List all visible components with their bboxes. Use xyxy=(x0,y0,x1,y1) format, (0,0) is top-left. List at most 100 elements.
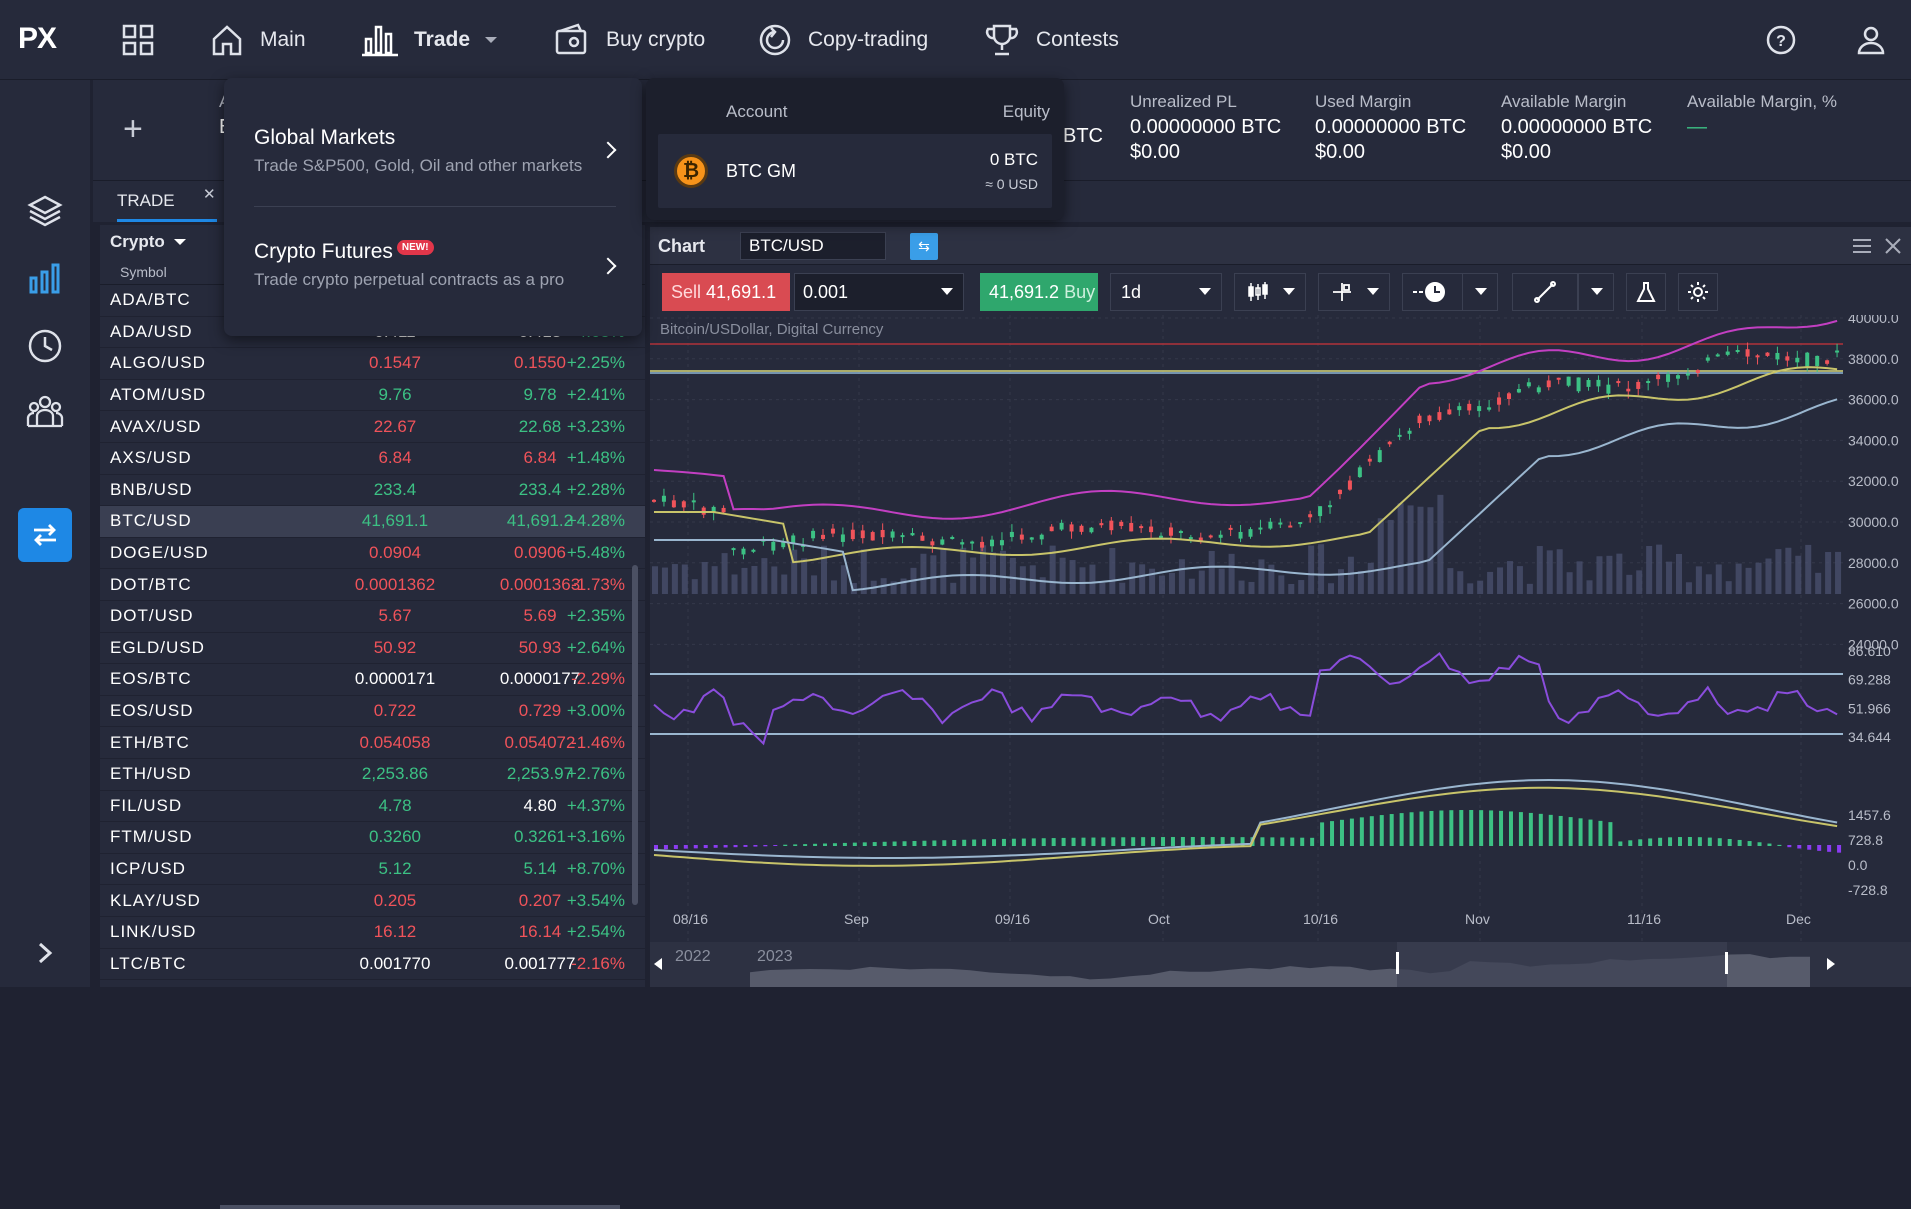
expand-chevron-icon[interactable] xyxy=(18,926,72,980)
candle-body xyxy=(1725,351,1730,355)
clock-icon[interactable] xyxy=(18,319,72,373)
flask-icon[interactable] xyxy=(1626,273,1666,311)
table-row[interactable]: BNB/USD 233.4 233.4 +2.28% xyxy=(100,475,645,507)
table-row[interactable]: DOT/USD 5.67 5.69 +2.35% xyxy=(100,601,645,633)
candle-body xyxy=(1556,377,1561,380)
table-row[interactable]: EOS/BTC 0.0000171 0.0000177 -2.29% xyxy=(100,664,645,696)
horizontal-scrollbar[interactable] xyxy=(220,1205,620,1209)
volume-bar xyxy=(1586,580,1593,594)
table-row[interactable]: DOGE/USD 0.0904 0.0906 +5.48% xyxy=(100,538,645,570)
swap-arrows-icon[interactable] xyxy=(18,508,72,562)
nav-copy-trading[interactable]: Copy-trading xyxy=(758,0,928,80)
volume-bar xyxy=(1149,568,1156,594)
volume-bar xyxy=(1168,572,1175,594)
indicators-select[interactable] xyxy=(1318,273,1390,311)
quantity-select[interactable]: 0.001 xyxy=(794,273,964,311)
compare-symbol-icon[interactable]: ⇆ xyxy=(910,233,938,260)
nav-buy-crypto[interactable]: Buy crypto xyxy=(554,0,705,80)
table-row[interactable]: BTC/USD 41,691.1 41,691.2 +4.28% xyxy=(100,506,645,538)
candle-body xyxy=(1815,355,1820,366)
timeframe-select[interactable]: 1d xyxy=(1110,273,1222,311)
volume-bar xyxy=(1139,564,1146,594)
candle-body xyxy=(1139,526,1144,529)
volume-bar xyxy=(721,553,728,594)
price-chart[interactable]: Bitcoin/USDollar, Digital Currency 40000… xyxy=(650,310,1911,987)
time-dropdown[interactable] xyxy=(1462,273,1498,311)
macd-histogram-bar xyxy=(1767,843,1772,846)
trendline-icon xyxy=(1534,281,1556,303)
navigator-left-arrow-icon[interactable] xyxy=(654,958,662,970)
add-account-button[interactable]: + xyxy=(123,110,143,148)
candle-body xyxy=(1626,388,1631,392)
vertical-scrollbar[interactable] xyxy=(632,565,638,905)
volume-bar xyxy=(850,583,857,594)
chevron-down-icon xyxy=(1367,288,1379,295)
table-row[interactable]: AXS/USD 6.84 6.84 +1.48% xyxy=(100,443,645,475)
table-row[interactable]: LTC/BTC 0.001770 0.001777 -2.16% xyxy=(100,949,645,981)
community-icon[interactable] xyxy=(18,385,72,439)
row-bid: 0.0001362 xyxy=(354,574,436,594)
table-row[interactable]: KLAY/USD 0.205 0.207 +3.54% xyxy=(100,885,645,917)
chart-canvas[interactable]: Bitcoin/USDollar, Digital Currency 40000… xyxy=(650,310,1911,987)
account-row-btc-gm[interactable]: ₿ BTC GM 0 BTC ≈ 0 USD xyxy=(658,134,1052,208)
analytics-bars-icon[interactable] xyxy=(18,251,72,305)
table-row[interactable]: LINK/USD 16.12 16.14 +2.54% xyxy=(100,917,645,949)
navigator-handle-right[interactable] xyxy=(1725,952,1728,974)
home-icon xyxy=(212,25,242,56)
table-row[interactable]: ATOM/USD 9.76 9.78 +2.41% xyxy=(100,380,645,412)
candle-body xyxy=(960,542,965,545)
row-symbol: DOGE/USD xyxy=(110,543,209,563)
candle-body xyxy=(1079,525,1084,532)
close-icon[interactable]: ✕ xyxy=(203,186,216,203)
menu-item-crypto-futures[interactable]: Crypto Futures NEW! Trade crypto perpetua… xyxy=(254,240,565,289)
nav-main[interactable]: Main xyxy=(210,0,306,80)
candle-body xyxy=(990,539,995,547)
candle-body xyxy=(1506,393,1511,400)
gear-icon[interactable] xyxy=(1678,273,1718,311)
user-icon[interactable] xyxy=(1856,0,1902,80)
layers-icon[interactable] xyxy=(18,184,72,238)
watchlist-panel: Crypto Symbol ADA/BTCADA/USD0.4110.413+4… xyxy=(100,225,645,1209)
menu-item-global-markets[interactable]: Global Markets Trade S&P500, Gold, Oil a… xyxy=(254,126,583,175)
category-selector[interactable]: Crypto xyxy=(100,225,645,259)
candle-body xyxy=(1397,434,1402,437)
apps-grid-icon[interactable] xyxy=(122,0,170,80)
table-row[interactable]: ALGO/USD 0.1547 0.1550 +2.25% xyxy=(100,348,645,380)
table-row[interactable]: FTM/USD 0.3260 0.3261 +3.16% xyxy=(100,822,645,854)
chart-type-select[interactable] xyxy=(1234,273,1306,311)
volume-bar xyxy=(731,574,738,594)
candle-body xyxy=(1835,350,1840,353)
drawing-tool-button[interactable] xyxy=(1512,273,1578,311)
table-row[interactable]: ICP/USD 5.12 5.14 +8.70% xyxy=(100,854,645,886)
table-row[interactable]: DOT/BTC 0.0001362 0.0001363 -1.73% xyxy=(100,569,645,601)
help-icon[interactable]: ? xyxy=(1766,0,1812,80)
symbol-input[interactable] xyxy=(740,232,886,260)
nav-trade[interactable]: Trade xyxy=(362,0,514,80)
table-row[interactable]: ETH/USD 2,253.86 2,253.97 +2.76% xyxy=(100,759,645,791)
macd-histogram-bar xyxy=(1479,810,1484,846)
table-row[interactable]: ETH/BTC 0.054058 0.054072 -1.46% xyxy=(100,727,645,759)
navigator-window[interactable] xyxy=(1397,942,1727,987)
macd-histogram-bar xyxy=(992,839,997,846)
account-header: Account xyxy=(726,102,788,121)
tab-trade[interactable]: TRADE xyxy=(117,191,175,210)
chevron-down-icon xyxy=(485,37,498,43)
macd-histogram-bar xyxy=(773,845,778,846)
navigator-right-arrow-icon[interactable] xyxy=(1827,958,1835,970)
macd-histogram-bar xyxy=(1210,837,1215,846)
logo[interactable]: PX xyxy=(18,22,57,55)
nav-contests[interactable]: Contests xyxy=(984,0,1119,80)
table-row[interactable]: AVAX/USD 22.67 22.68 +3.23% xyxy=(100,411,645,443)
menu-icon[interactable] xyxy=(1853,238,1871,254)
volume-bar xyxy=(980,545,987,594)
row-bid: 233.4 xyxy=(373,479,417,499)
indicator-icon xyxy=(1333,283,1351,301)
table-row[interactable]: EGLD/USD 50.92 50.93 +2.64% xyxy=(100,633,645,665)
buy-button[interactable]: 41,691.2 Buy xyxy=(980,273,1098,311)
table-row[interactable]: EOS/USD 0.722 0.729 +3.00% xyxy=(100,696,645,728)
close-icon[interactable] xyxy=(1885,238,1901,254)
table-row[interactable]: FIL/USD 4.78 4.80 +4.37% xyxy=(100,791,645,823)
sell-button[interactable]: Sell 41,691.1 xyxy=(662,273,790,311)
navigator-handle-left[interactable] xyxy=(1396,952,1399,974)
drawing-dropdown[interactable] xyxy=(1578,273,1614,311)
